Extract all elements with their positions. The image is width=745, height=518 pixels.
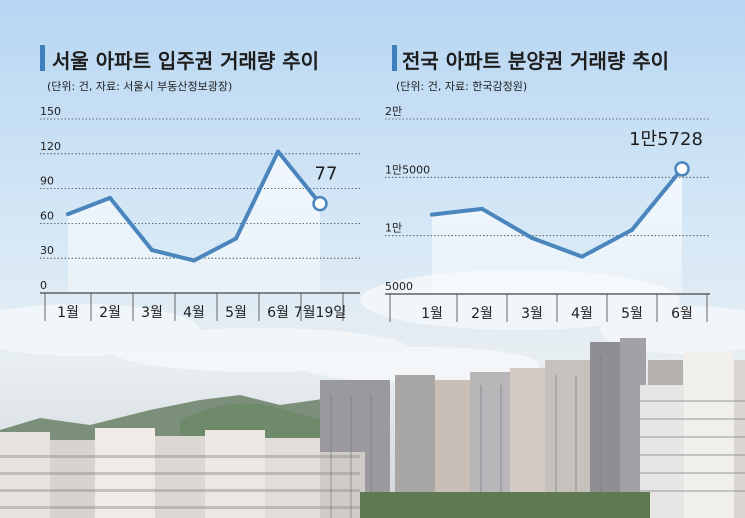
x-tick-label: 3월 xyxy=(521,306,543,322)
data-point xyxy=(630,227,634,232)
x-tick-label: 6월 xyxy=(267,305,289,321)
national-chart: 5000 1만 1만5000 2만 1만5728 1월 2월 3월 4월 5월 6월 xyxy=(385,105,710,322)
right-title-bar xyxy=(392,45,397,71)
x-tick-label: 5월 xyxy=(225,305,247,321)
data-label: 1만5728 xyxy=(629,129,703,150)
series-area xyxy=(432,168,682,294)
tree-line xyxy=(360,492,650,518)
data-point xyxy=(276,149,280,154)
x-tick-label: 2월 xyxy=(99,305,121,321)
data-point xyxy=(480,206,484,211)
y-tick-label: 1만5000 xyxy=(385,163,430,176)
seoul-chart: 0 30 60 90 120 150 77 1월 2월 3월 4월 5월 6월 7월19일 xyxy=(40,105,360,321)
data-point xyxy=(430,212,434,217)
right-chart-subtitle: (단위: 건, 자료: 한국감정원) xyxy=(396,80,527,93)
y-tick-label: 2만 xyxy=(385,105,402,118)
y-tick-label: 150 xyxy=(40,105,61,118)
y-tick-label: 60 xyxy=(40,209,54,222)
data-point xyxy=(530,236,534,240)
x-tick-label: 4월 xyxy=(183,305,205,321)
x-tick-label: 2월 xyxy=(471,306,493,322)
x-tick-label: 5월 xyxy=(621,306,643,322)
data-point xyxy=(66,212,70,217)
highlight-marker xyxy=(312,195,328,212)
x-tick-label: 3월 xyxy=(141,305,163,321)
x-tick-label: 6월 xyxy=(671,306,693,322)
x-tick-label: 1월 xyxy=(421,306,443,322)
data-point xyxy=(150,248,154,253)
left-chart-subtitle: (단위: 건, 자료: 서울시 부동산정보광장) xyxy=(47,80,232,93)
highlight-marker xyxy=(674,161,690,177)
series-line xyxy=(430,166,684,259)
y-tick-label: 30 xyxy=(40,244,54,257)
data-point xyxy=(108,195,112,200)
x-tick-label: 7월19일 xyxy=(294,305,346,321)
data-label: 77 xyxy=(315,164,338,185)
y-tick-label: 5000 xyxy=(385,280,413,293)
data-point xyxy=(192,258,196,263)
y-tick-label: 0 xyxy=(40,279,47,292)
y-tick-label: 1만 xyxy=(385,222,402,235)
x-tick-label: 4월 xyxy=(571,306,593,322)
series-area xyxy=(68,151,320,293)
data-point xyxy=(580,254,584,259)
left-chart-title: 서울 아파트 입주권 거래량 추이 xyxy=(52,49,319,73)
y-tick-label: 90 xyxy=(40,175,54,188)
x-tick-label: 1월 xyxy=(57,305,79,321)
data-point xyxy=(234,236,238,241)
y-tick-label: 120 xyxy=(40,140,61,153)
left-title-bar xyxy=(40,45,45,71)
right-chart-title: 전국 아파트 분양권 거래량 추이 xyxy=(402,49,669,73)
